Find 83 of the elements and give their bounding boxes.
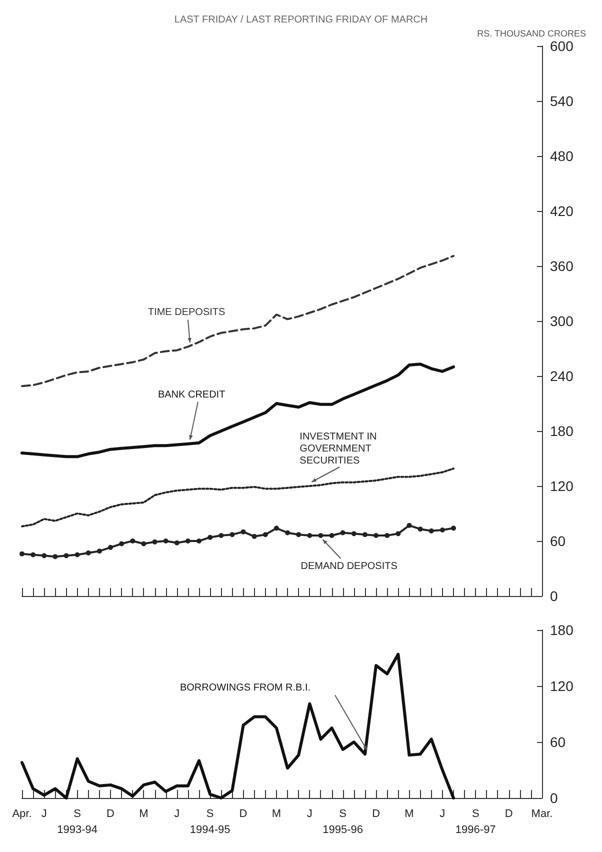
point <box>329 533 334 538</box>
point <box>374 533 379 538</box>
y-tick-label: 60 <box>550 734 566 750</box>
point <box>384 533 390 538</box>
chart-subtitle: LAST FRIDAY / LAST REPORTING FRIDAY OF MARCH <box>174 14 428 26</box>
point <box>450 526 456 531</box>
x-tick-label: D <box>504 808 513 820</box>
point <box>252 534 257 539</box>
x-tick-label: S 1994-95 <box>190 808 230 836</box>
point <box>262 532 268 538</box>
x-tick-label: J <box>306 808 312 820</box>
y-tick-label: 0 <box>550 588 558 604</box>
y-tick-label: 540 <box>550 93 574 109</box>
point <box>351 531 356 536</box>
point <box>218 533 224 538</box>
y-tick-label: 180 <box>550 622 574 638</box>
x-tick-label: J <box>41 808 47 820</box>
x-tick-label: S 1996-97 <box>455 808 496 836</box>
point <box>240 529 246 534</box>
point <box>318 533 324 538</box>
line-series <box>21 468 454 528</box>
point <box>340 530 346 536</box>
x-tick-label: M <box>404 808 414 820</box>
point <box>285 530 290 536</box>
y-tick-label: 120 <box>550 678 574 694</box>
point <box>74 552 80 558</box>
x-tick-label: Apr. <box>12 808 32 820</box>
x-tick-label: J <box>174 808 180 820</box>
y-tick-label: 240 <box>550 368 574 384</box>
point <box>141 541 146 546</box>
x-tick-label: S 1993-94 <box>57 808 98 836</box>
point <box>20 551 24 556</box>
x-tick-label: Mar. <box>531 808 553 820</box>
y-tick-label: 420 <box>550 203 574 219</box>
series-label: TIME DEPOSITS <box>148 307 226 318</box>
point <box>396 531 401 536</box>
point <box>428 528 434 534</box>
x-tick-label: D <box>106 808 115 820</box>
point <box>163 538 168 544</box>
point <box>130 538 136 544</box>
point <box>418 526 423 532</box>
y-tick-label: 0 <box>550 790 558 806</box>
y-tick-label: 600 <box>550 38 574 54</box>
point <box>185 538 190 544</box>
point <box>196 538 202 544</box>
point <box>362 532 368 538</box>
point <box>52 554 58 560</box>
series-label: INVESTMENT IN GOVERNMENT SECURITIES <box>300 432 380 466</box>
point <box>296 532 302 538</box>
y-axis-title: RS. THOUSAND CRORES <box>477 28 586 38</box>
line-series <box>20 362 455 458</box>
x-tick-label: S 1995-96 <box>322 808 364 836</box>
point <box>174 540 180 546</box>
point <box>274 526 279 531</box>
line-series <box>21 254 454 388</box>
point <box>64 553 69 558</box>
line-series <box>20 652 455 800</box>
point <box>440 528 445 532</box>
point <box>86 550 91 556</box>
point <box>30 552 36 558</box>
y-tick-label: 120 <box>550 478 574 494</box>
y-tick-label: 60 <box>550 533 566 549</box>
point <box>230 532 235 538</box>
point <box>108 544 114 550</box>
x-tick-label: D <box>372 808 380 820</box>
x-tick-label: D <box>239 808 248 820</box>
series-label: BORROWINGS FROM R.B.I. <box>180 682 311 694</box>
point <box>42 553 47 558</box>
point <box>307 533 312 538</box>
point <box>119 541 124 546</box>
y-tick-label: 300 <box>550 313 574 329</box>
x-tick-label: J <box>440 808 446 820</box>
x-tick-label: M <box>272 808 282 820</box>
point <box>96 548 102 554</box>
point <box>208 534 213 540</box>
x-tick-label: M <box>139 808 148 820</box>
text: BANK CREDIT <box>158 389 226 400</box>
y-tick-label: 480 <box>550 148 574 164</box>
y-tick-label: 180 <box>550 423 574 439</box>
y-tick-label: 360 <box>550 258 574 274</box>
point <box>406 522 412 528</box>
point <box>152 539 158 544</box>
text: DEMAND DEPOSITS <box>300 561 398 572</box>
